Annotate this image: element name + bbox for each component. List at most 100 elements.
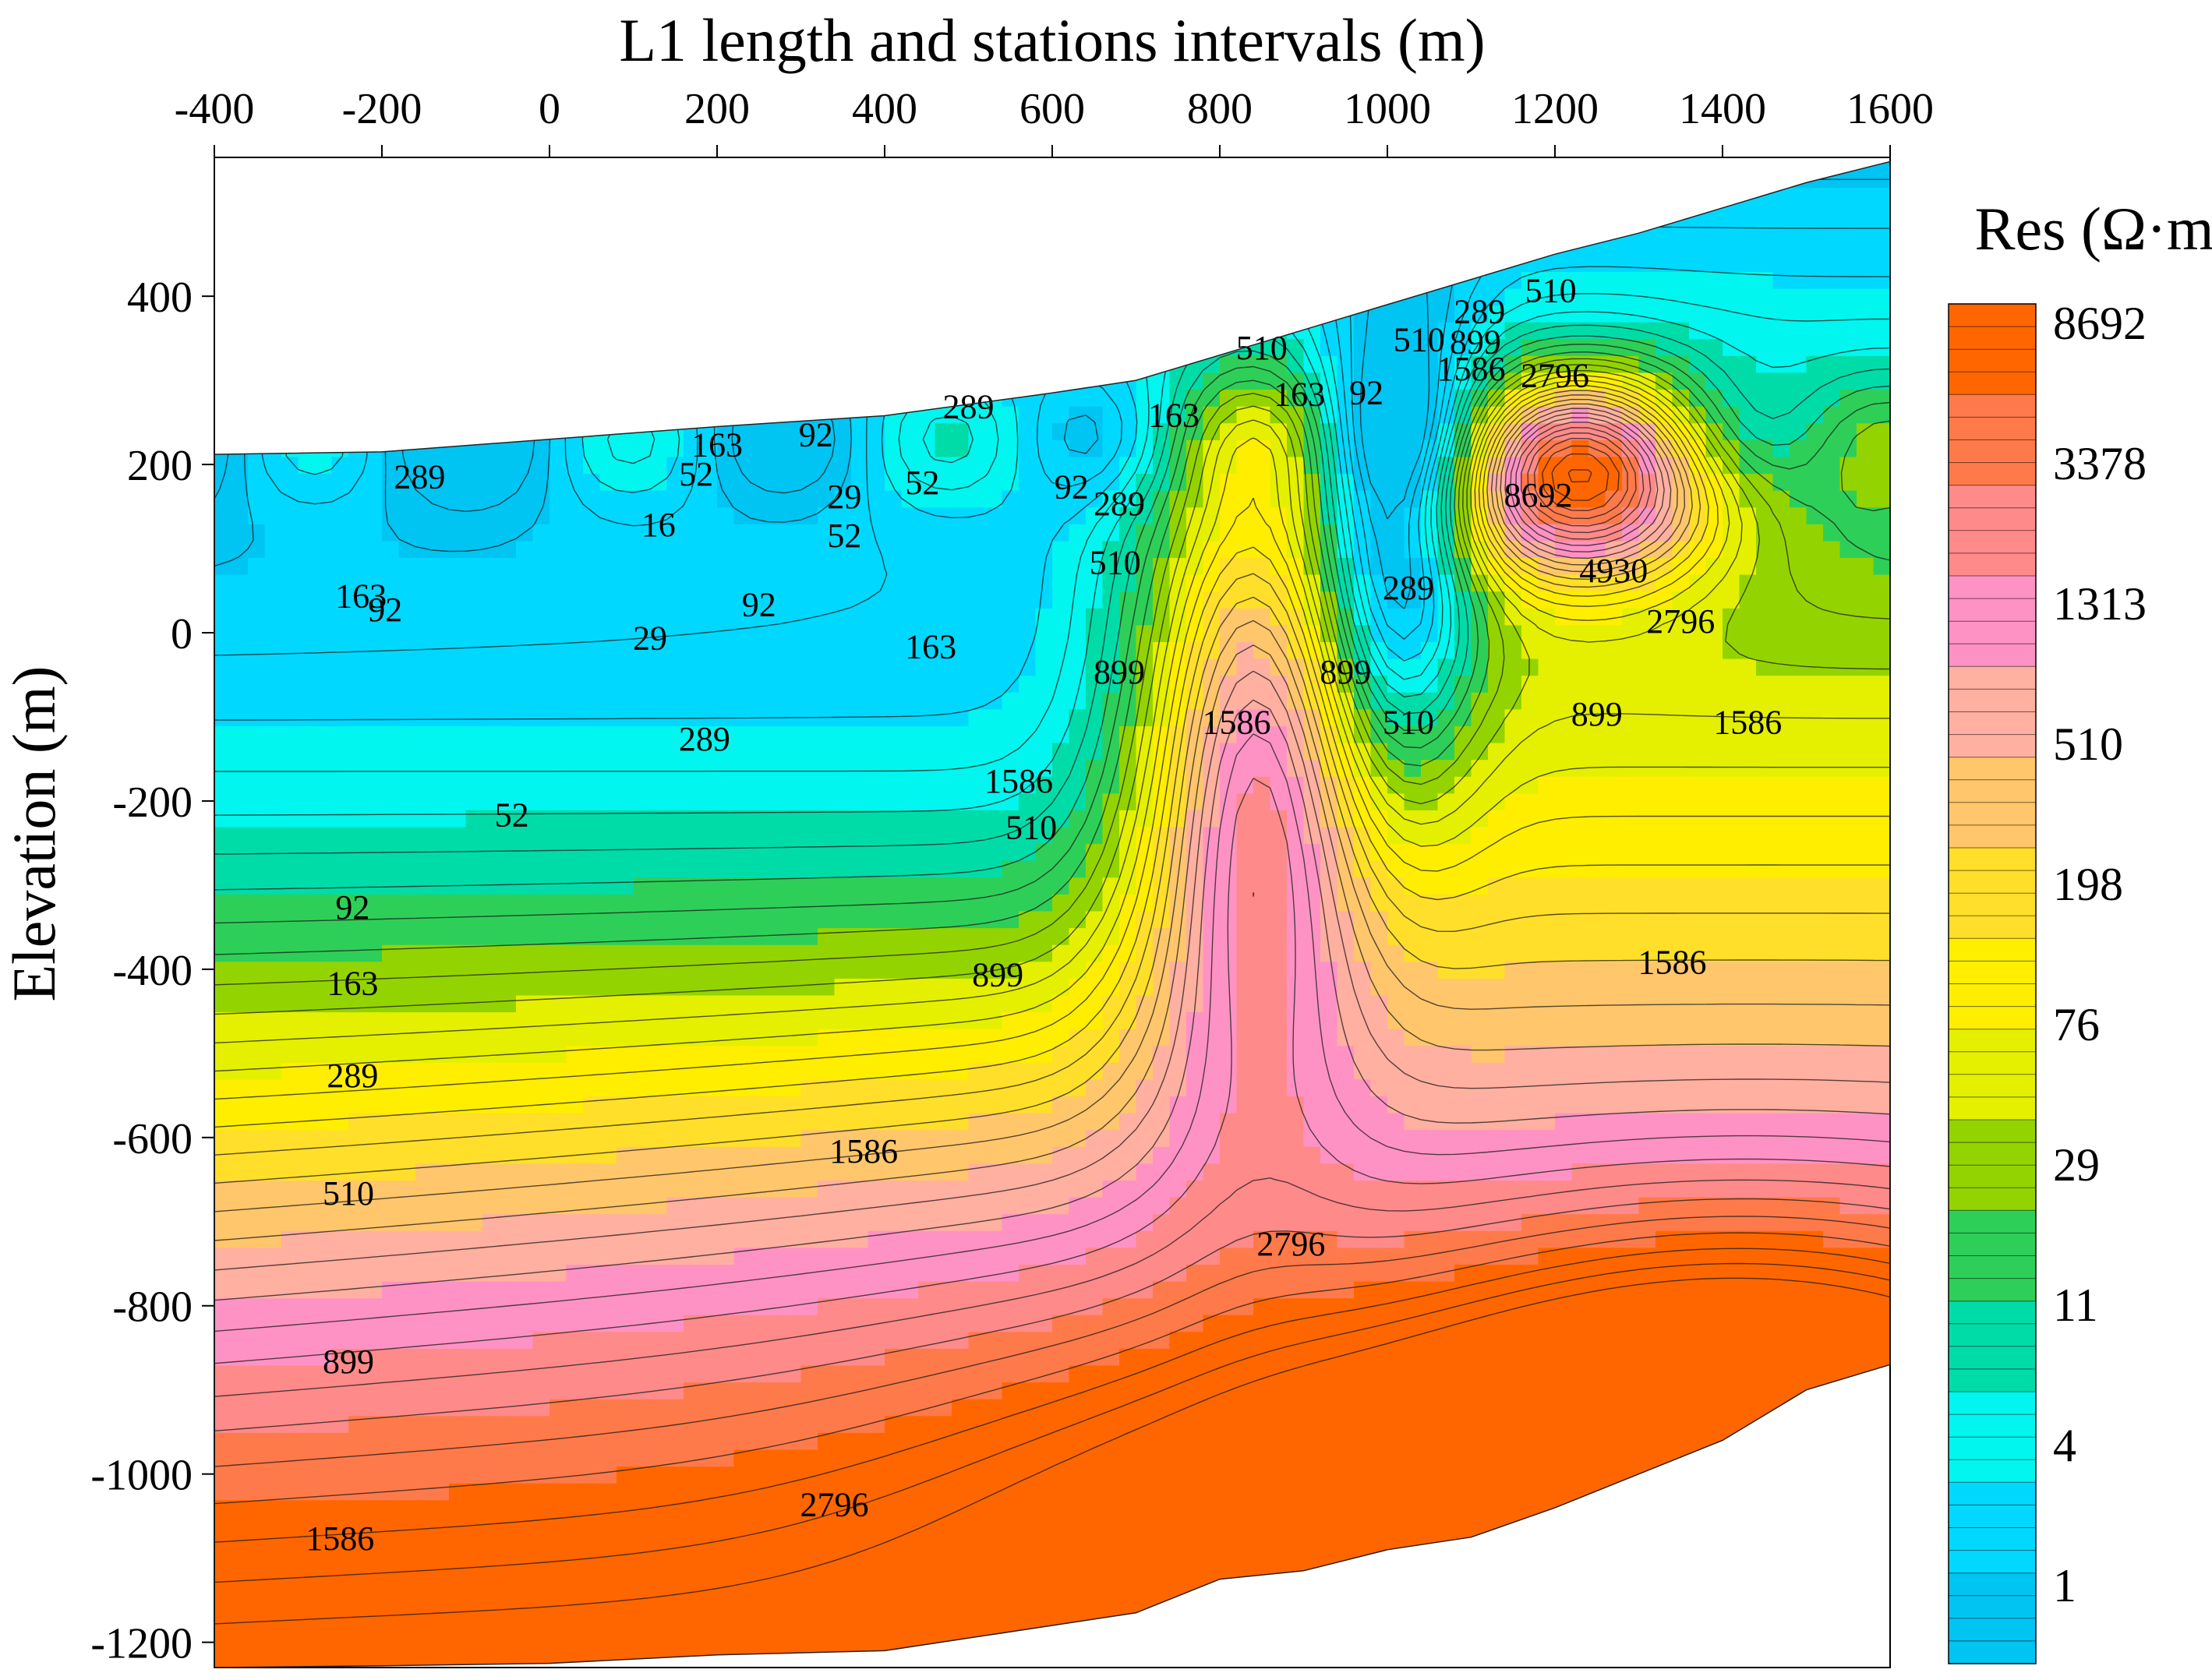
- field-cell: [851, 859, 869, 878]
- field-cell: [1069, 1499, 1087, 1517]
- field-cell: [650, 658, 668, 676]
- field-cell: [566, 1415, 585, 1433]
- field-cell: [549, 708, 567, 726]
- field-cell: [1035, 725, 1054, 743]
- field-cell: [935, 792, 953, 810]
- field-cell: [684, 926, 701, 945]
- field-cell: [432, 1347, 451, 1366]
- field-cell: [415, 1112, 433, 1131]
- field-cell: [566, 1011, 585, 1029]
- field-cell: [717, 658, 735, 676]
- field-cell: [281, 1465, 299, 1484]
- field-cell: [415, 506, 433, 524]
- field-cell: [315, 1297, 333, 1315]
- field-cell: [952, 1011, 970, 1029]
- field-cell: [617, 877, 634, 895]
- field-cell: [248, 607, 266, 626]
- field-cell: [264, 1280, 283, 1299]
- field-cell: [532, 1465, 551, 1484]
- field-cell: [767, 1617, 786, 1635]
- field-cell: [465, 1347, 484, 1366]
- field-cell: [1136, 1549, 1154, 1568]
- field-cell: [599, 1213, 618, 1231]
- field-cell: [482, 489, 500, 508]
- field-cell: [298, 1213, 316, 1231]
- field-cell: [264, 658, 283, 676]
- field-cell: [549, 1095, 567, 1114]
- field-cell: [532, 792, 551, 810]
- field-cell: [382, 523, 400, 542]
- field-cell: [800, 489, 819, 508]
- field-cell: [532, 826, 551, 845]
- field-cell: [952, 792, 970, 810]
- field-cell: [482, 1280, 500, 1299]
- field-cell: [684, 944, 701, 962]
- field-cell: [264, 792, 283, 810]
- field-cell: [281, 1415, 299, 1433]
- field-cell: [583, 1129, 601, 1147]
- field-cell: [918, 540, 936, 558]
- field-cell: [885, 658, 903, 676]
- field-cell: [248, 556, 266, 575]
- field-cell: [348, 1011, 366, 1029]
- field-cell: [1086, 607, 1104, 626]
- field-cell: [432, 1398, 451, 1417]
- field-cell: [449, 1415, 467, 1433]
- field-cell: [315, 1230, 333, 1248]
- field-cell: [516, 1095, 534, 1114]
- field-cell: [214, 708, 232, 726]
- field-cell: [733, 826, 752, 845]
- field-cell: [449, 1196, 467, 1215]
- field-cell: [465, 1263, 484, 1282]
- field-cell: [935, 574, 953, 592]
- field-cell: [818, 456, 836, 475]
- field-cell: [952, 506, 970, 524]
- field-cell: [432, 926, 451, 945]
- field-cell: [733, 1499, 752, 1517]
- field-cell: [348, 523, 366, 542]
- field-cell: [1035, 1431, 1054, 1450]
- field-cell: [650, 1078, 668, 1096]
- field-cell: [398, 926, 417, 945]
- field-cell: [617, 456, 634, 475]
- field-cell: [599, 1263, 618, 1282]
- field-cell: [1052, 944, 1070, 962]
- field-cell: [834, 641, 853, 659]
- field-cell: [516, 910, 534, 929]
- field-cell: [231, 658, 249, 676]
- field-cell: [818, 691, 836, 710]
- field-cell: [583, 1633, 601, 1652]
- field-cell: [248, 877, 266, 895]
- field-cell: [633, 1230, 652, 1248]
- field-cell: [1069, 961, 1087, 979]
- field-cell: [583, 1431, 601, 1450]
- field-cell: [499, 1112, 518, 1131]
- field-cell: [331, 691, 350, 710]
- field-cell: [214, 1230, 232, 1248]
- field-cell: [499, 725, 518, 743]
- field-cell: [666, 439, 685, 457]
- field-cell: [617, 859, 634, 878]
- field-cell: [834, 1045, 853, 1063]
- field-cell: [331, 1145, 350, 1164]
- field-cell: [633, 1095, 652, 1114]
- field-cell: [800, 1549, 819, 1568]
- field-cell: [214, 675, 232, 693]
- field-cell: [1052, 1247, 1070, 1265]
- field-cell: [767, 826, 786, 845]
- field-cell: [952, 1247, 970, 1265]
- field-cell: [214, 1600, 232, 1618]
- field-cell: [650, 1499, 668, 1517]
- field-cell: [901, 1331, 920, 1349]
- field-cell: [851, 1600, 869, 1618]
- field-cell: [432, 725, 451, 743]
- field-cell: [499, 1415, 518, 1433]
- field-cell: [800, 926, 819, 945]
- field-cell: [281, 1163, 299, 1181]
- field-cell: [767, 775, 786, 794]
- field-cell: [633, 775, 652, 794]
- field-cell: [918, 1045, 936, 1063]
- field-cell: [617, 1381, 634, 1399]
- field-cell: [700, 1415, 719, 1433]
- field-cell: [214, 1499, 232, 1517]
